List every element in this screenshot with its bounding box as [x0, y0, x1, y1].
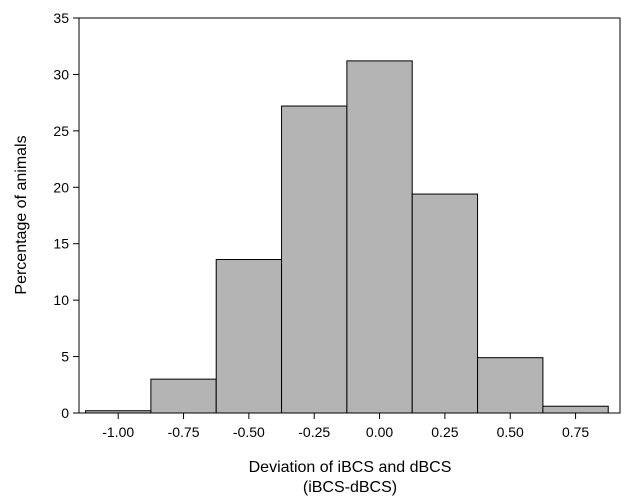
- y-tick-label: 20: [53, 179, 69, 195]
- y-tick-label: 15: [53, 236, 69, 252]
- y-tick-label: 25: [53, 123, 69, 139]
- histogram-bar: [411, 193, 479, 414]
- y-tick-label: 35: [53, 10, 69, 26]
- histogram-bar: [477, 357, 544, 414]
- histogram-bar: [542, 405, 609, 414]
- x-tick-label: 0.50: [497, 424, 524, 440]
- histogram-bar: [281, 105, 348, 414]
- plot-frame: [78, 17, 621, 414]
- bars-layer: [85, 60, 609, 414]
- x-tick-label: 0.00: [366, 424, 393, 440]
- histogram-bar: [215, 259, 283, 414]
- x-tick-label: -0.75: [168, 424, 200, 440]
- x-axis-title-line2: (iBCS-dBCS): [303, 479, 397, 496]
- x-tick-label: -0.50: [233, 424, 265, 440]
- y-tick-label: 30: [53, 66, 69, 82]
- y-tick-label: 0: [61, 405, 69, 421]
- histogram-bar: [150, 378, 217, 414]
- y-tick-label: 10: [53, 292, 69, 308]
- x-axis-title-line1: Deviation of iBCS and dBCS: [249, 459, 452, 476]
- y-tick-label: 5: [61, 349, 69, 365]
- x-tick-label: -1.00: [102, 424, 134, 440]
- y-axis-title: Percentage of animals: [13, 135, 30, 294]
- ticks-layer: 0 5 10 15 20 25 30 35 -1.00 -0.75 -0.50 -0.25 0.00 0.…: [53, 10, 589, 440]
- histogram-bar: [346, 60, 413, 414]
- x-tick-label: -0.25: [298, 424, 330, 440]
- x-tick-label: 0.25: [431, 424, 458, 440]
- x-tick-label: 0.75: [562, 424, 589, 440]
